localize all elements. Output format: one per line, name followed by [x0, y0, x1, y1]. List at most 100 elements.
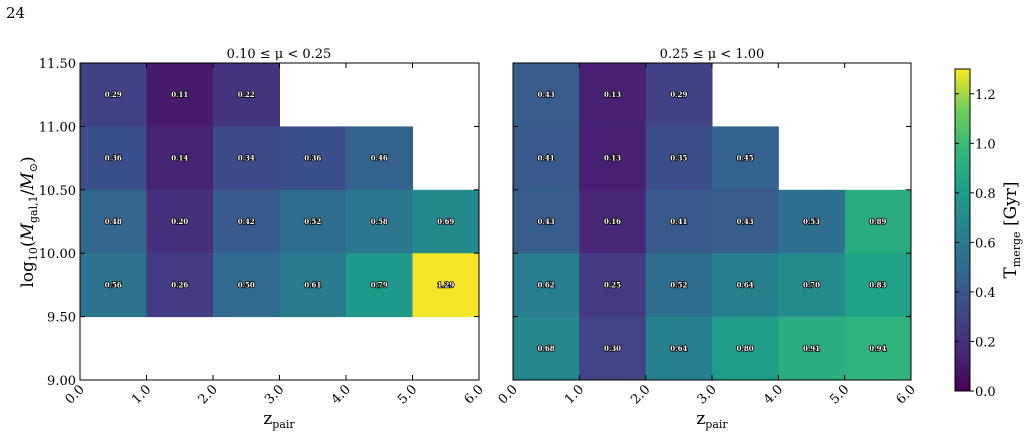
heatmap-cell-right-19 [513, 316, 580, 381]
cell-value-label: 0.89 [869, 217, 886, 226]
heatmap-cell-right-24 [844, 316, 912, 381]
cell-value-label: 0.58 [371, 217, 388, 226]
heatmap-cell-left-9 [146, 189, 214, 254]
colorbar: 0.0 0.2 0.4 0.6 0.8 1.0 1.2 [954, 68, 996, 400]
x-tick-label: 2.0 [628, 382, 653, 407]
heatmap-cell-right-12 [844, 189, 912, 254]
x-tick-label: 3.0 [262, 382, 287, 407]
cell-value-label: 0.64 [670, 344, 687, 353]
cell-value-label: 0.53 [803, 217, 820, 226]
panel-left-title: 0.10 ≤ μ < 0.25 [227, 47, 332, 62]
colorbar-tick-label: 0.4 [975, 286, 996, 301]
colorbar-tick-label: 0.6 [975, 236, 996, 251]
heatmap-cell-right-9 [645, 189, 713, 254]
x-tick-label: 6.0 [894, 382, 919, 407]
heatmap-cell-left-19 [412, 253, 480, 318]
heatmap-cell-left-0 [80, 63, 147, 127]
cell-value-label: 0.56 [105, 280, 122, 289]
cell-value-label: 0.41 [670, 217, 687, 226]
y-axis-label: log10(Mgal,1/M⊙) [18, 156, 40, 287]
x-tick-label: 6.0 [462, 382, 487, 407]
cell-value-label: 0.14 [171, 154, 188, 163]
cell-value-label: 0.80 [737, 344, 754, 353]
heatmap-cell-left-5 [213, 126, 280, 191]
heatmap-cell-left-1 [146, 63, 214, 127]
heatmap-cell-right-22 [712, 316, 779, 381]
cell-value-label: 0.26 [171, 280, 188, 289]
cell-value-label: 0.36 [304, 154, 321, 163]
cell-value-label: 0.64 [737, 280, 754, 289]
heatmap-cell-left-13 [412, 189, 480, 254]
x-tick-label: 4.0 [329, 382, 354, 407]
y-tick-label: 9.00 [47, 374, 76, 389]
heatmap-cell-right-13 [513, 253, 580, 318]
cell-value-label: 0.69 [437, 217, 454, 226]
colorbar-tick-label: 0.0 [975, 385, 996, 400]
cell-value-label: 0.45 [737, 154, 754, 163]
colorbar-label: Tmerge [Gyr] [1001, 181, 1023, 278]
heatmap-cell-right-23 [778, 316, 846, 381]
cell-value-label: 0.13 [604, 90, 621, 99]
heatmap-cell-right-4 [579, 126, 647, 191]
cell-value-label: 1.29 [437, 280, 454, 289]
cell-value-label: 0.46 [371, 154, 388, 163]
x-tick-label: 3.0 [695, 382, 720, 407]
cell-value-label: 0.13 [604, 154, 621, 163]
cell-value-label: 0.43 [538, 217, 555, 226]
heatmap-cell-left-12 [346, 189, 413, 254]
cell-value-label: 0.68 [538, 344, 555, 353]
heatmap-cell-right-6 [712, 126, 779, 191]
heatmap-cell-right-21 [645, 316, 713, 381]
y-tick-label: 9.50 [47, 311, 76, 326]
panel-right: 0.43 0.13 0.29 0.41 0.13 0.35 0.45 0.43 0.16 0.41… [496, 62, 919, 407]
cell-value-label: 0.16 [604, 217, 621, 226]
heatmap-cell-right-3 [513, 126, 580, 191]
page-number: 24 [6, 4, 26, 22]
y-tick-label: 11.00 [39, 120, 76, 135]
heatmap-cell-left-17 [279, 253, 347, 318]
cell-value-label: 0.22 [238, 90, 255, 99]
cell-value-label: 0.43 [538, 90, 555, 99]
heatmap-cell-right-1 [579, 63, 647, 127]
y-tick-label: 10.00 [39, 247, 76, 262]
y-tick-label: 11.50 [39, 57, 76, 72]
x-axis-label-left: zpair [263, 409, 295, 431]
cell-value-label: 0.41 [538, 154, 555, 163]
cell-value-label: 0.20 [171, 217, 188, 226]
cell-value-label: 0.34 [238, 154, 255, 163]
cell-value-label: 0.43 [737, 217, 754, 226]
heatmap-cell-right-8 [579, 189, 647, 254]
heatmap-cell-right-2 [645, 63, 713, 127]
x-axis-label-right: zpair [696, 409, 728, 431]
heatmap-cell-left-6 [279, 126, 347, 191]
cell-value-label: 0.52 [304, 217, 321, 226]
heatmap-cell-left-14 [80, 253, 147, 318]
heatmap-cell-right-17 [778, 253, 846, 318]
cell-value-label: 0.61 [304, 280, 321, 289]
cell-value-label: 0.35 [670, 154, 687, 163]
x-tick-label: 2.0 [196, 382, 221, 407]
cell-value-label: 0.83 [869, 280, 886, 289]
heatmap-cell-left-7 [346, 126, 413, 191]
x-tick-label: 5.0 [395, 382, 420, 407]
heatmap-cell-right-14 [579, 253, 647, 318]
heatmap-cell-right-11 [778, 189, 846, 254]
cell-value-label: 0.91 [803, 344, 820, 353]
heatmap-cell-left-8 [80, 189, 147, 254]
heatmap-cell-right-20 [579, 316, 647, 381]
cell-value-label: 0.36 [105, 154, 122, 163]
colorbar-tick-label: 0.2 [975, 335, 996, 350]
heatmap-cell-right-10 [712, 189, 779, 254]
cell-value-label: 0.70 [803, 280, 820, 289]
heatmap-cell-right-16 [712, 253, 779, 318]
panel-right-title: 0.25 ≤ μ < 1.00 [660, 47, 765, 62]
y-tick-label: 10.50 [39, 184, 76, 199]
cell-value-label: 0.79 [371, 280, 388, 289]
cell-value-label: 0.11 [171, 90, 188, 99]
cell-value-label: 0.62 [538, 280, 555, 289]
x-tick-label: 5.0 [827, 382, 852, 407]
panel-left: 0.29 0.11 0.22 0.36 0.14 0.34 0.36 0.46 0.48 0.20… [39, 57, 487, 407]
heatmap-cell-right-7 [513, 189, 580, 254]
x-tick-label: 0.0 [496, 382, 521, 407]
heatmap-cell-right-5 [645, 126, 713, 191]
